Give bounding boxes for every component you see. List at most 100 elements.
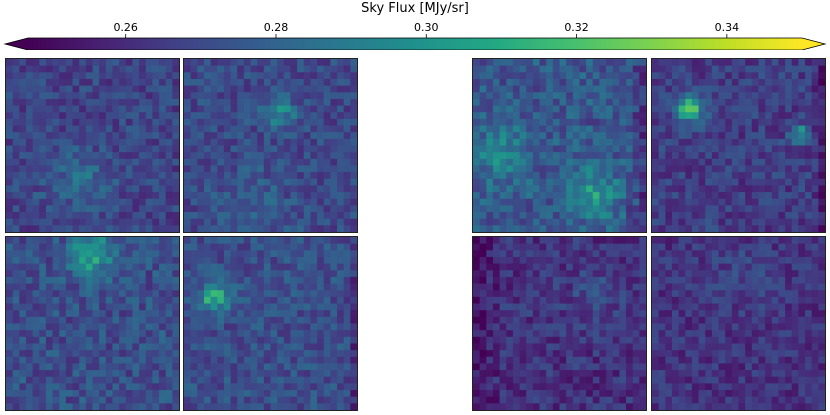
heatmap-cell xyxy=(486,98,494,107)
heatmap-cell xyxy=(745,165,753,173)
heatmap-cell xyxy=(619,316,627,325)
heatmap-cell xyxy=(243,59,252,67)
heatmap-cell xyxy=(65,218,74,226)
heatmap-cell xyxy=(112,396,120,404)
heatmap-cell xyxy=(671,243,680,251)
heatmap-cell xyxy=(32,336,40,345)
heatmap-cell xyxy=(132,112,140,120)
heatmap-cell xyxy=(105,212,114,220)
heatmap-cell xyxy=(592,198,601,206)
heatmap-cell xyxy=(99,316,107,325)
heatmap-cell xyxy=(579,390,587,398)
heatmap-cell xyxy=(506,237,514,245)
heatmap-cell xyxy=(539,243,547,251)
heatmap-cell xyxy=(486,78,494,87)
heatmap-cell xyxy=(479,132,487,140)
heatmap-cell xyxy=(337,158,345,167)
heatmap-cell xyxy=(479,390,487,398)
heatmap-cell xyxy=(72,283,80,291)
heatmap-cell xyxy=(685,98,693,107)
heatmap-cell xyxy=(12,323,20,331)
heatmap-cell xyxy=(559,65,567,73)
heatmap-cell xyxy=(499,92,507,100)
heatmap-cell xyxy=(65,403,74,410)
heatmap-cell xyxy=(539,118,547,127)
heatmap-cell xyxy=(486,270,494,278)
heatmap-cell xyxy=(190,283,198,291)
heatmap-cell xyxy=(250,78,258,87)
heatmap-cell xyxy=(725,98,733,107)
heatmap-cell xyxy=(165,323,173,331)
heatmap-cell xyxy=(270,350,278,358)
heatmap-cell xyxy=(132,92,140,100)
heatmap-cell xyxy=(532,403,541,410)
heatmap-cell xyxy=(290,212,298,220)
heatmap-cell xyxy=(79,350,87,358)
heatmap-cell xyxy=(718,105,726,113)
heatmap-cell xyxy=(270,256,278,265)
heatmap-cell xyxy=(532,145,541,153)
heatmap-cell xyxy=(745,92,753,100)
heatmap-cell xyxy=(217,343,225,351)
heatmap-cell xyxy=(486,59,494,67)
heatmap-cell xyxy=(184,205,192,213)
heatmap-cell xyxy=(317,59,325,67)
heatmap-cell xyxy=(330,356,338,365)
heatmap-cell xyxy=(6,363,14,371)
heatmap-cell xyxy=(12,118,20,127)
heatmap-cell xyxy=(230,158,238,167)
heatmap-cell xyxy=(230,218,238,226)
heatmap-cell xyxy=(270,263,278,271)
heatmap-cell xyxy=(599,356,607,365)
heatmap-cell xyxy=(32,138,40,147)
heatmap-cell xyxy=(711,98,720,107)
heatmap-cell xyxy=(139,330,147,338)
heatmap-cell xyxy=(19,250,27,258)
heatmap-cell xyxy=(270,98,278,107)
heatmap-cell xyxy=(119,336,127,345)
heatmap-cell xyxy=(745,138,753,147)
heatmap-cell xyxy=(492,403,501,410)
heatmap-cell xyxy=(473,132,481,140)
heatmap-cell xyxy=(539,85,547,93)
heatmap-cell xyxy=(506,263,514,271)
heatmap-cell xyxy=(586,198,594,206)
heatmap-cell xyxy=(270,376,278,384)
heatmap-cell xyxy=(125,92,134,100)
heatmap-cell xyxy=(579,376,587,384)
heatmap-cell xyxy=(685,59,693,67)
heatmap-cell xyxy=(612,376,620,384)
heatmap-cell xyxy=(203,59,212,67)
heatmap-cell xyxy=(805,225,813,232)
heatmap-cell xyxy=(612,138,620,147)
heatmap-cell xyxy=(45,125,54,133)
heatmap-cell xyxy=(539,165,547,173)
heatmap-cell xyxy=(190,72,198,80)
heatmap-cell xyxy=(486,330,494,338)
heatmap-cell xyxy=(745,198,753,206)
heatmap-cell xyxy=(250,270,258,278)
heatmap-cell xyxy=(197,132,205,140)
heatmap-cell xyxy=(277,158,285,167)
heatmap-cell xyxy=(72,310,80,318)
heatmap-cell xyxy=(606,192,614,200)
heatmap-cell xyxy=(798,59,806,67)
heatmap-cell xyxy=(19,256,27,265)
heatmap-cell xyxy=(303,152,312,160)
heatmap-cell xyxy=(39,218,47,226)
heatmap-cell xyxy=(243,125,252,133)
heatmap-cell xyxy=(519,198,527,206)
heatmap-cell xyxy=(612,132,620,140)
heatmap-cell xyxy=(805,78,813,87)
heatmap-cell xyxy=(579,336,587,345)
heatmap-cell xyxy=(59,370,67,378)
heatmap-cell xyxy=(297,296,305,305)
heatmap-cell xyxy=(751,132,760,140)
heatmap-cell xyxy=(303,198,312,206)
heatmap-cell xyxy=(297,243,305,251)
heatmap-cell xyxy=(586,250,594,258)
heatmap-cell xyxy=(606,112,614,120)
heatmap-cell xyxy=(606,270,614,278)
heatmap-cell xyxy=(791,250,799,258)
heatmap-cell xyxy=(257,65,265,73)
